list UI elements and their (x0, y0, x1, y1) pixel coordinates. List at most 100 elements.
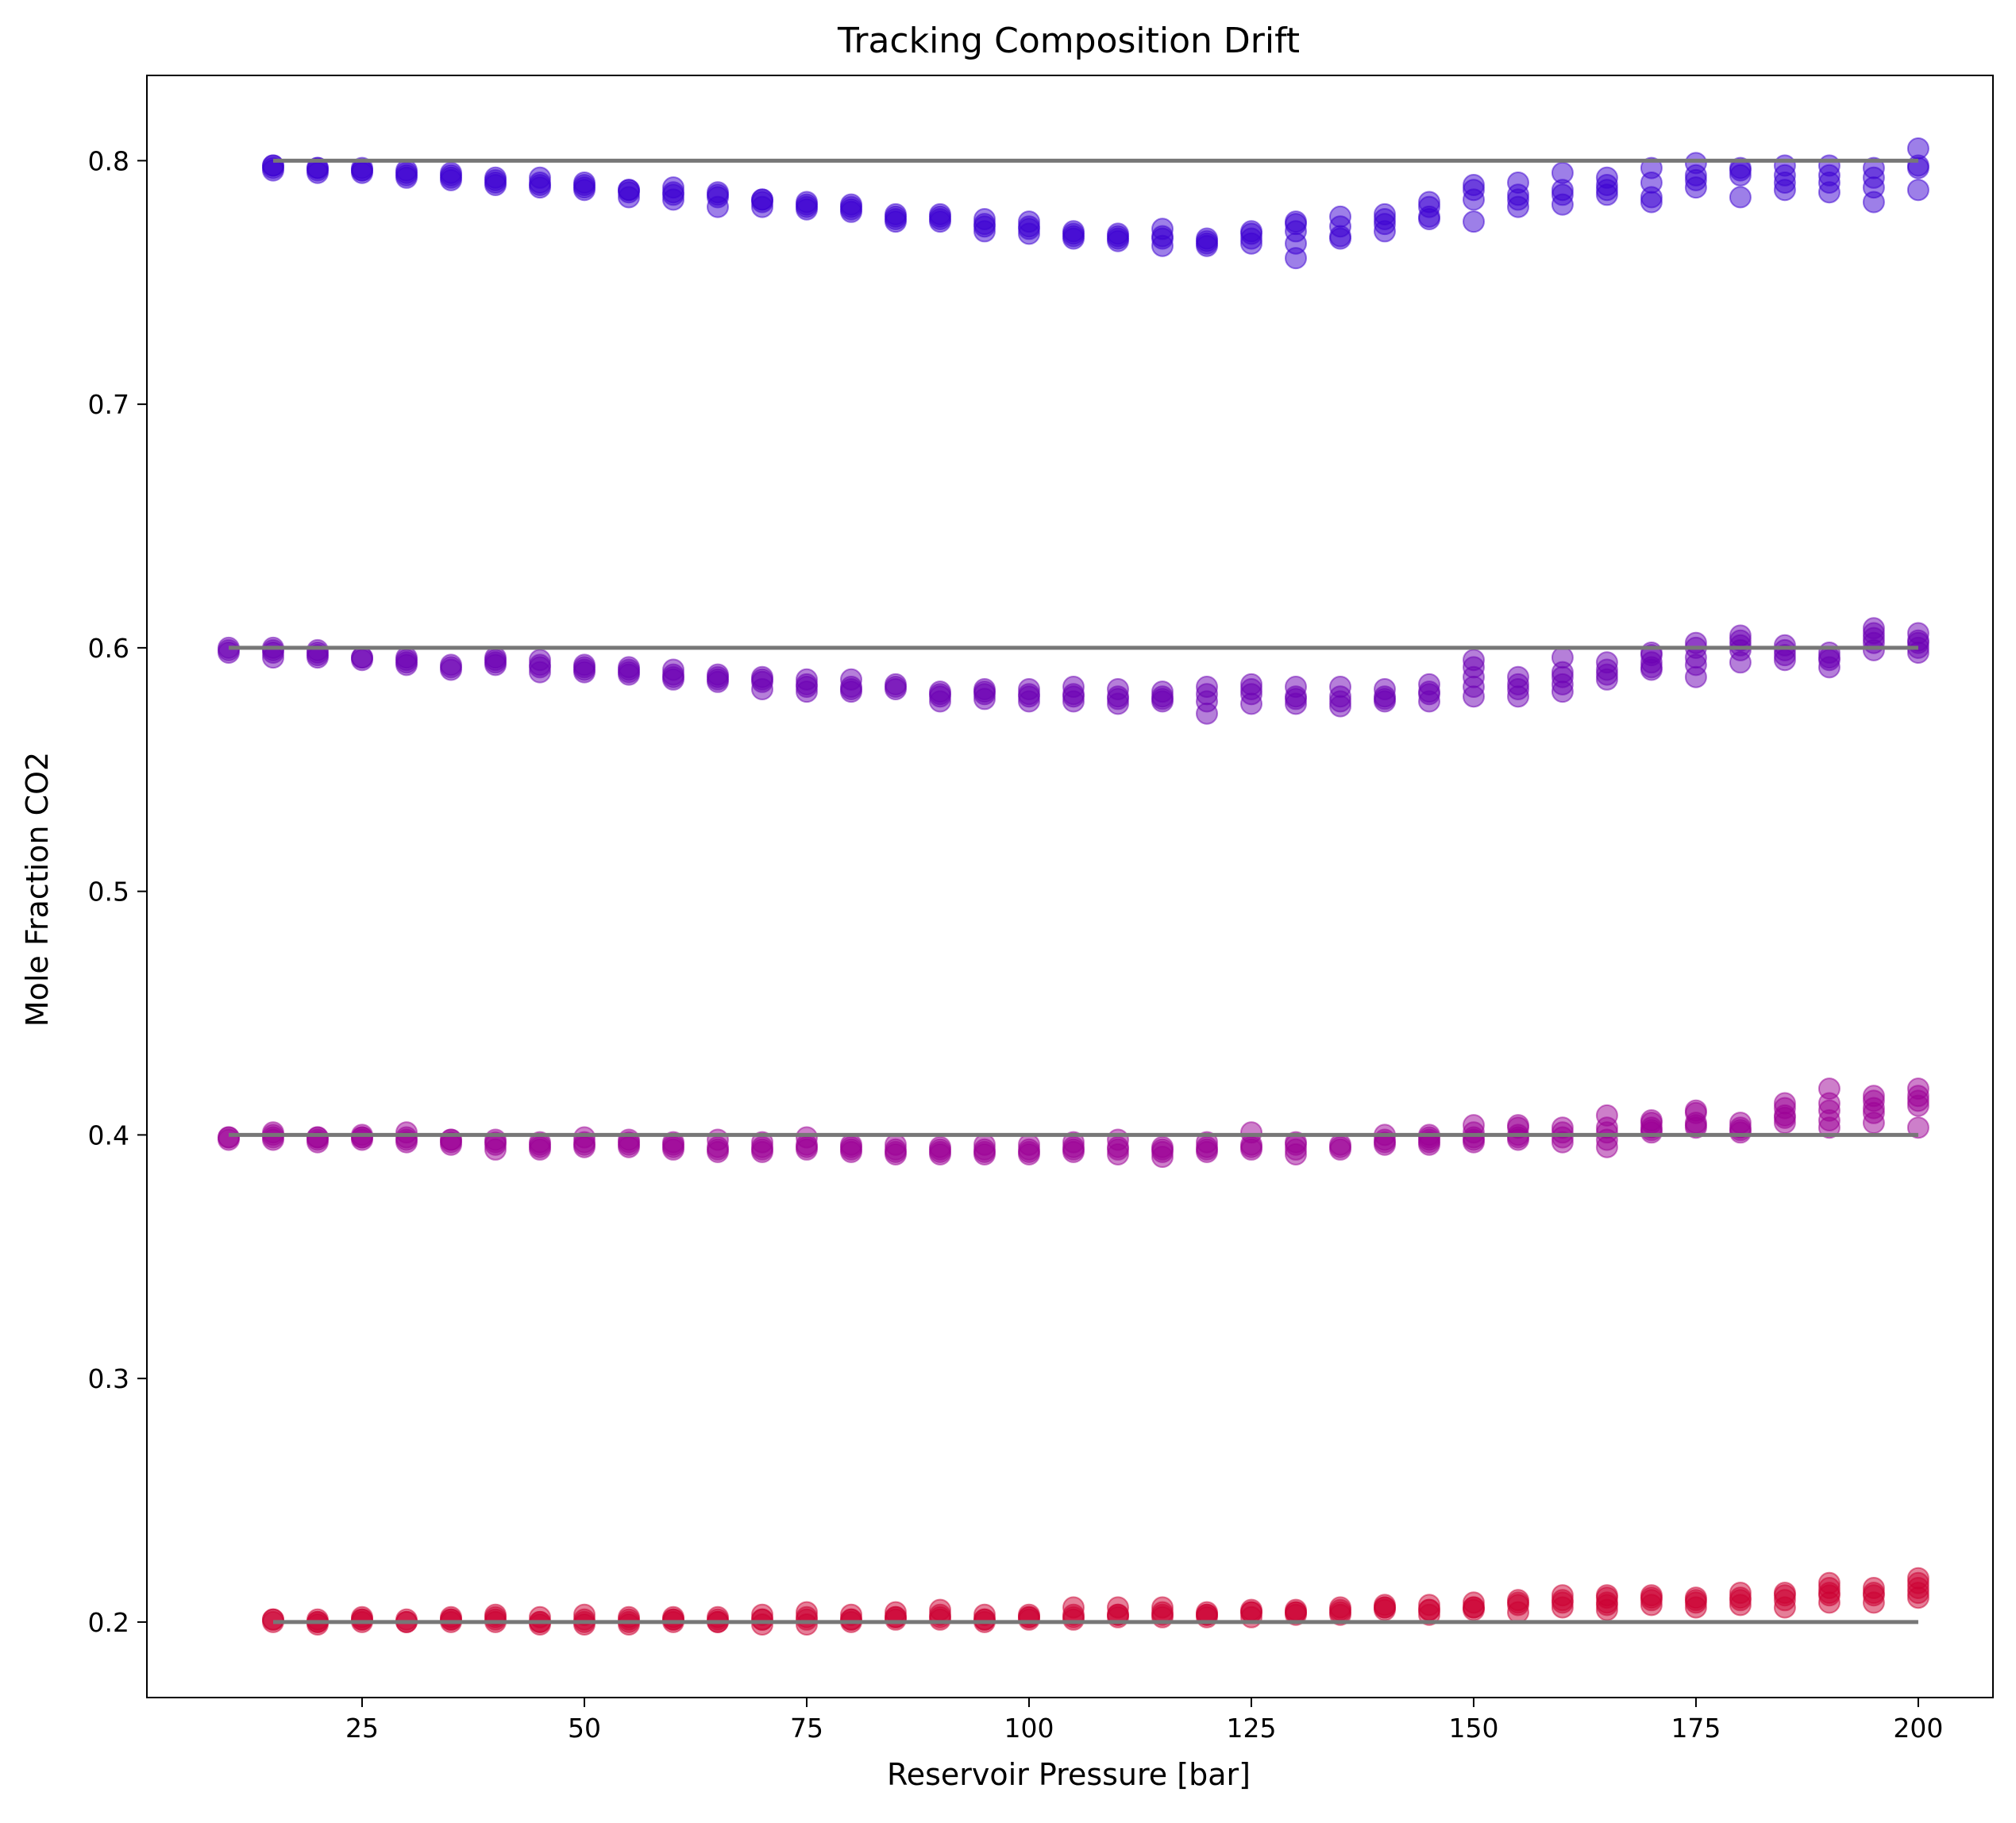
data-point (1240, 1598, 1262, 1621)
data-point (484, 1128, 507, 1151)
data-point (1684, 631, 1707, 654)
data-point (1640, 1109, 1663, 1131)
data-point (751, 665, 773, 688)
data-point (1018, 210, 1040, 233)
data-point (1640, 642, 1663, 664)
data-point (1196, 676, 1218, 698)
data-point (1862, 176, 1885, 199)
data-point (885, 1133, 907, 1156)
axes-layer: 25 50 75 100 125 150 175 200 0.2 0.3 0.4 0.5 0.6 0.7 0… (88, 75, 1994, 1744)
data-point (1463, 174, 1485, 196)
data-point (1862, 1577, 1885, 1599)
data-point (1507, 665, 1529, 688)
data-point (1018, 1603, 1040, 1626)
data-point (351, 1605, 373, 1628)
data-point (351, 646, 373, 669)
data-point (1196, 1601, 1218, 1624)
x-tick-label: 200 (1893, 1713, 1943, 1744)
data-point (218, 1126, 240, 1149)
data-point (1107, 1128, 1129, 1151)
x-tick-label: 150 (1448, 1713, 1498, 1744)
data-point (1418, 1594, 1440, 1617)
data-point (840, 1603, 862, 1626)
data-point (1595, 1584, 1618, 1607)
data-point (1906, 179, 1929, 202)
data-point (1906, 1077, 1929, 1100)
data-point (1551, 1584, 1574, 1607)
data-point (1285, 1598, 1307, 1621)
data-point (1507, 1589, 1529, 1612)
data-point (262, 1121, 284, 1144)
data-point (1773, 1092, 1796, 1115)
data-point (1285, 676, 1307, 698)
data-point (1196, 1131, 1218, 1154)
data-point (1463, 210, 1485, 233)
data-point (973, 208, 996, 230)
data-point (351, 156, 373, 179)
data-point (1773, 634, 1796, 657)
data-point (440, 1128, 462, 1151)
data-point (1062, 676, 1085, 698)
x-tick-label: 25 (345, 1713, 379, 1744)
data-point (796, 1126, 818, 1149)
data-point (751, 1603, 773, 1626)
data-point (618, 1605, 640, 1628)
data-point (973, 678, 996, 700)
series-3 (218, 1077, 1929, 1168)
data-point (1018, 678, 1040, 700)
data-point (1018, 1133, 1040, 1156)
data-point (885, 202, 907, 225)
data-point (1463, 1114, 1485, 1137)
data-point (1329, 1596, 1351, 1619)
data-point (1684, 1099, 1707, 1122)
data-point (1640, 186, 1663, 209)
data-point (1062, 220, 1085, 243)
data-point (1240, 673, 1262, 696)
data-point (1906, 1567, 1929, 1590)
data-point (573, 172, 596, 194)
data-point (973, 1603, 996, 1626)
data-point (929, 1135, 951, 1158)
data-point (1062, 1596, 1085, 1619)
x-tick-label: 175 (1671, 1713, 1721, 1744)
data-point (1906, 154, 1929, 177)
data-point (1463, 1591, 1485, 1614)
data-point (1374, 678, 1396, 700)
y-tick-label: 0.6 (88, 633, 129, 664)
data-point (1507, 1114, 1529, 1137)
data-point (440, 656, 462, 679)
data-point (1595, 651, 1618, 674)
series-2 (218, 617, 1929, 725)
data-point (1906, 1116, 1929, 1139)
data-point (306, 638, 329, 661)
data-point (529, 1131, 551, 1154)
data-point (1107, 222, 1129, 245)
data-point (1817, 172, 1841, 194)
data-point (1329, 1133, 1351, 1156)
x-tick-label: 125 (1226, 1713, 1276, 1744)
data-point (306, 1126, 329, 1149)
data-point (1862, 617, 1885, 640)
data-point (840, 193, 862, 216)
data-point (796, 1601, 818, 1624)
data-point (1418, 673, 1440, 696)
plot-frame (146, 75, 1994, 1698)
data-point (885, 673, 907, 696)
data-point (484, 166, 507, 189)
chart-title: Tracking Composition Drift (837, 21, 1300, 61)
data-point (306, 1608, 329, 1631)
x-tick-label: 75 (790, 1713, 823, 1744)
data-point (573, 653, 596, 676)
data-point (1285, 1131, 1307, 1154)
data-point (1374, 1594, 1396, 1617)
y-axis-label: Mole Fraction CO2 (20, 752, 55, 1027)
data-point (1862, 1085, 1885, 1108)
data-point (395, 159, 418, 182)
series-1 (262, 137, 1929, 270)
data-point (707, 1605, 729, 1628)
data-point (707, 663, 729, 686)
data-point (440, 1605, 462, 1628)
data-point (1240, 220, 1262, 243)
data-point (1773, 1582, 1796, 1605)
